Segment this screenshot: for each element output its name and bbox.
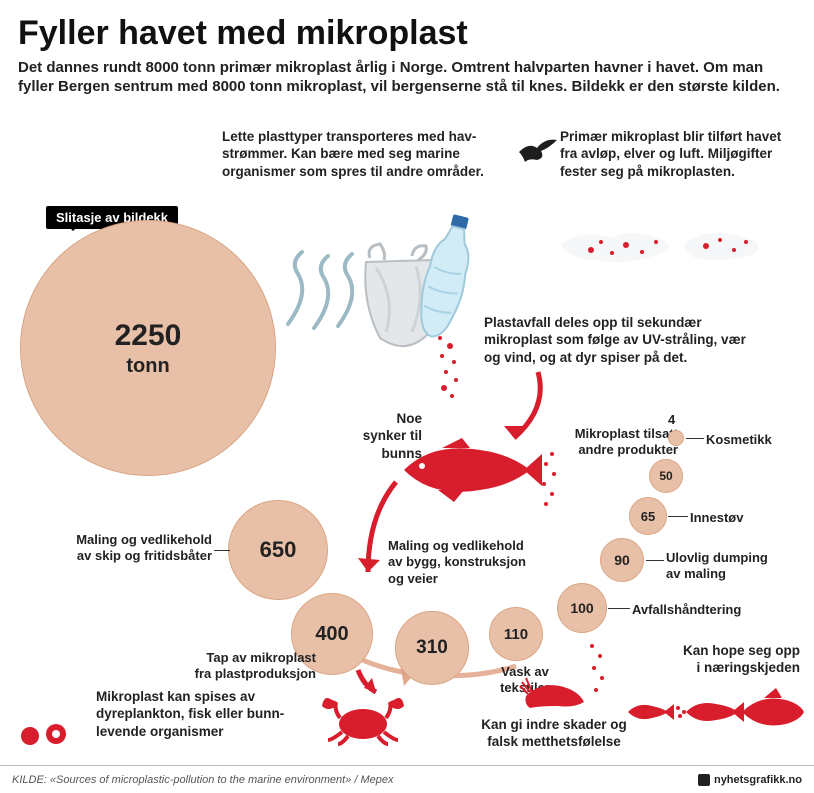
label-production-loss: Tap av mikroplast fra plastproduksjon	[186, 650, 316, 683]
bubble-value: 650	[260, 537, 297, 563]
leader-waste	[608, 608, 630, 609]
small-fish-chain-icon	[624, 684, 804, 740]
leader-indoor-dust	[668, 516, 688, 517]
bubble-value: 100	[570, 600, 593, 616]
fish-large-icon	[392, 436, 542, 506]
footer-brand: nyhetsgrafikk.no	[698, 774, 802, 786]
callout-zooplankton: Mikroplast kan spises av dyreplankton, f…	[96, 688, 316, 740]
label-cosmetics: Kosmetikk	[706, 432, 772, 448]
shrimp-icon	[520, 676, 590, 712]
label-illegal-dump: Ulovlig dumping av maling	[666, 550, 768, 583]
bubble-value: 110	[504, 626, 528, 643]
footer-source: KILDE: «Sources of microplastic-pollutio…	[12, 774, 394, 786]
label-ship-paint: Maling og vedlikehold av skip og fritids…	[12, 532, 212, 565]
bubble-cosmetics	[668, 430, 684, 446]
leader-ship-paint	[214, 550, 230, 551]
bubble-value: 50	[659, 469, 672, 483]
bubble-other-products: 50	[649, 459, 683, 493]
header: Fyller havet med mikroplast Det dannes r…	[0, 0, 814, 102]
footer-brand-text: nyhetsgrafikk.no	[714, 774, 802, 786]
label-waste: Avfallshåndtering	[632, 602, 741, 618]
crab-icon	[318, 690, 408, 746]
callout-sources: Primær mikroplast blir tilført havet fra…	[560, 128, 808, 180]
bubble-value: 2250	[115, 319, 182, 353]
bubble-value: 90	[614, 552, 630, 568]
bubble-value: 400	[315, 623, 348, 646]
bubble-tyre-wear: 2250 tonn	[20, 220, 276, 476]
callout-breakdown: Plastavfall deles opp til sekundær mikro…	[484, 314, 774, 366]
page-title: Fyller havet med mikroplast	[18, 14, 796, 53]
page-subtitle: Det dannes rundt 8000 tonn primær mikrop…	[18, 58, 788, 96]
label-building-paint: Maling og vedlikehold av bygg, konstruks…	[388, 538, 548, 587]
bubble-cosmetics-value: 4	[668, 412, 675, 428]
leader-illegal-dump	[646, 560, 664, 561]
bubble-waste: 100	[557, 583, 607, 633]
bubble-ship-paint: 650	[228, 500, 328, 600]
red-blobs-left	[18, 720, 88, 750]
brand-glyph-icon	[698, 774, 710, 786]
bubble-building-paint: 310	[395, 611, 469, 685]
bubble-indoor-dust: 65	[629, 497, 667, 535]
bird-icon	[515, 136, 559, 166]
bubble-value: 310	[416, 637, 448, 659]
microplastic-dots-from-bottle	[430, 332, 470, 402]
label-indoor-dust: Innestøv	[690, 510, 743, 526]
leader-cosmetics	[686, 438, 704, 439]
footer: KILDE: «Sources of microplastic-pollutio…	[0, 765, 814, 793]
label-other-products: Mikroplast tilsatt andre produkter	[548, 426, 678, 459]
callout-accumulate: Kan hope seg opp i næringskjeden	[650, 642, 800, 677]
bubble-textile-wash: 110	[489, 607, 543, 661]
arrow-to-crab	[350, 668, 390, 698]
splash-right	[556, 220, 776, 300]
bubble-value: 65	[641, 509, 655, 524]
microplastic-dots-to-fish	[536, 450, 566, 510]
bubble-unit: tonn	[126, 355, 169, 378]
callout-currents: Lette plasttyper transporteres med hav- …	[222, 128, 522, 180]
infographic-root: { "canvas": { "width": 814, "height": 79…	[0, 0, 814, 793]
microplastic-dots-shrimp	[584, 640, 614, 700]
bubble-illegal-dump: 90	[600, 538, 644, 582]
